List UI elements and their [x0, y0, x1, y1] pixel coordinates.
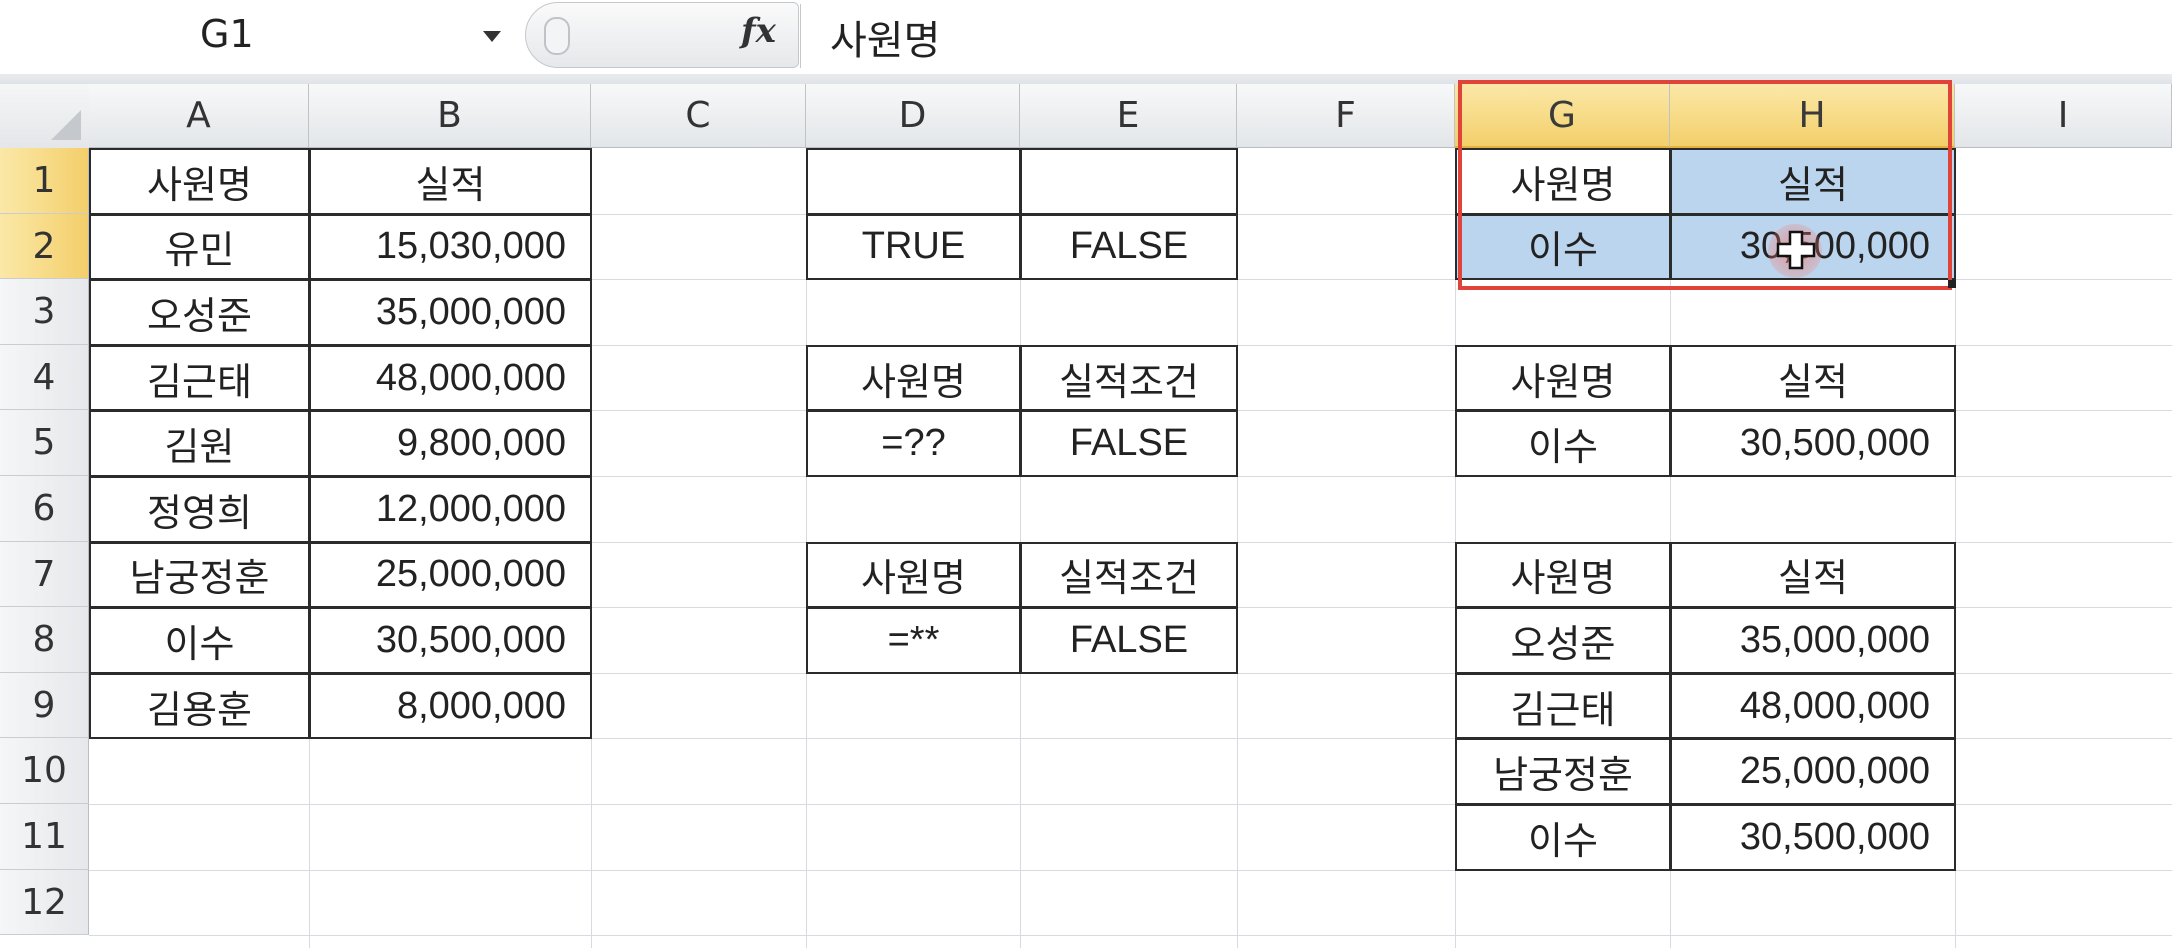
- row-header-2[interactable]: 2: [0, 213, 89, 280]
- cell-g4[interactable]: 사원명: [1455, 344, 1671, 412]
- row-header-12[interactable]: 12: [0, 869, 89, 936]
- cell-h5[interactable]: 30,500,000: [1670, 410, 1956, 477]
- cell-b2[interactable]: 15,030,000: [309, 213, 592, 281]
- row-header-7[interactable]: 7: [0, 541, 89, 608]
- cell-e7[interactable]: 실적조건: [1020, 541, 1238, 609]
- fill-handle[interactable]: [1948, 280, 1956, 288]
- cell-cursor-icon: [1776, 230, 1816, 270]
- cell-b8[interactable]: 30,500,000: [309, 607, 592, 674]
- select-all-icon: [51, 110, 81, 140]
- cell-g2[interactable]: 이수: [1455, 213, 1671, 281]
- cell-a5[interactable]: 김원: [89, 410, 310, 477]
- cell-d5[interactable]: =??: [806, 410, 1021, 477]
- cell-g9[interactable]: 김근태: [1455, 672, 1671, 740]
- cell-d8[interactable]: =**: [806, 607, 1021, 674]
- cell-g10[interactable]: 남궁정훈: [1455, 738, 1671, 805]
- cell-e4[interactable]: 실적조건: [1020, 344, 1238, 412]
- toolbar-gap: [0, 74, 2172, 84]
- cell-g7[interactable]: 사원명: [1455, 541, 1671, 609]
- gridline-horizontal: [89, 869, 2172, 871]
- cell-b3[interactable]: 35,000,000: [309, 279, 592, 346]
- select-all-corner[interactable]: [0, 84, 90, 149]
- column-header-f[interactable]: F: [1237, 84, 1455, 148]
- cell-a4[interactable]: 김근태: [89, 344, 310, 412]
- cell-a6[interactable]: 정영희: [89, 476, 310, 543]
- column-header-g[interactable]: G: [1455, 84, 1670, 148]
- column-header-a[interactable]: A: [89, 84, 309, 148]
- cell-g5[interactable]: 이수: [1455, 410, 1671, 477]
- cell-h10[interactable]: 25,000,000: [1670, 738, 1956, 805]
- cell-a1[interactable]: 사원명: [89, 148, 310, 215]
- resize-grip-icon[interactable]: [544, 17, 570, 55]
- cell-h7[interactable]: 실적: [1670, 541, 1956, 609]
- cell-a2[interactable]: 유민: [89, 213, 310, 281]
- cell-d2[interactable]: TRUE: [806, 213, 1021, 281]
- gridline-horizontal: [89, 935, 2172, 937]
- column-header-c[interactable]: C: [591, 84, 806, 148]
- cell-d1[interactable]: [806, 148, 1021, 215]
- column-header-d[interactable]: D: [806, 84, 1020, 148]
- cell-b7[interactable]: 25,000,000: [309, 541, 592, 609]
- column-header-e[interactable]: E: [1020, 84, 1237, 148]
- formula-divider: [800, 4, 801, 68]
- cell-e8[interactable]: FALSE: [1020, 607, 1238, 674]
- column-header-b[interactable]: B: [309, 84, 591, 148]
- column-header-i[interactable]: I: [1955, 84, 2172, 148]
- cell-d7[interactable]: 사원명: [806, 541, 1021, 609]
- chevron-down-icon[interactable]: [483, 31, 501, 42]
- cell-a9[interactable]: 김용훈: [89, 672, 310, 740]
- row-header-10[interactable]: 10: [0, 738, 89, 804]
- selection-outline: [1458, 80, 1952, 290]
- name-box[interactable]: G1: [0, 0, 515, 72]
- cell-a8[interactable]: 이수: [89, 607, 310, 674]
- cell-h4[interactable]: 실적: [1670, 344, 1956, 412]
- row-header-9[interactable]: 9: [0, 672, 89, 739]
- cell-d4[interactable]: 사원명: [806, 344, 1021, 412]
- formula-bar: G1 fx 사원명: [0, 0, 2172, 76]
- gridline-horizontal: [89, 738, 2172, 740]
- cell-b5[interactable]: 9,800,000: [309, 410, 592, 477]
- cell-b6[interactable]: 12,000,000: [309, 476, 592, 543]
- row-header-11[interactable]: 11: [0, 804, 89, 870]
- cell-e2[interactable]: FALSE: [1020, 213, 1238, 281]
- cell-b4[interactable]: 48,000,000: [309, 344, 592, 412]
- cell-g11[interactable]: 이수: [1455, 804, 1671, 871]
- gridline-horizontal: [89, 804, 2172, 805]
- insert-function-icon[interactable]: fx: [741, 11, 776, 51]
- cell-g8[interactable]: 오성준: [1455, 607, 1671, 674]
- cell-a3[interactable]: 오성준: [89, 279, 310, 346]
- function-area: fx: [525, 2, 799, 68]
- row-header-1[interactable]: 1: [0, 148, 89, 214]
- column-header-h[interactable]: H: [1670, 84, 1955, 148]
- formula-input[interactable]: 사원명: [830, 18, 941, 64]
- name-box-value[interactable]: G1: [200, 12, 254, 56]
- cell-h9[interactable]: 48,000,000: [1670, 672, 1956, 740]
- cell-h11[interactable]: 30,500,000: [1670, 804, 1956, 871]
- cell-h8[interactable]: 35,000,000: [1670, 607, 1956, 674]
- cell-e5[interactable]: FALSE: [1020, 410, 1238, 477]
- cell-b9[interactable]: 8,000,000: [309, 672, 592, 740]
- row-header-4[interactable]: 4: [0, 344, 89, 411]
- row-header-8[interactable]: 8: [0, 607, 89, 673]
- cell-a7[interactable]: 남궁정훈: [89, 541, 310, 609]
- row-header-3[interactable]: 3: [0, 279, 89, 345]
- row-header-6[interactable]: 6: [0, 476, 89, 542]
- row-header-5[interactable]: 5: [0, 410, 89, 476]
- cell-e1[interactable]: [1020, 148, 1238, 215]
- cell-b1[interactable]: 실적: [309, 148, 592, 215]
